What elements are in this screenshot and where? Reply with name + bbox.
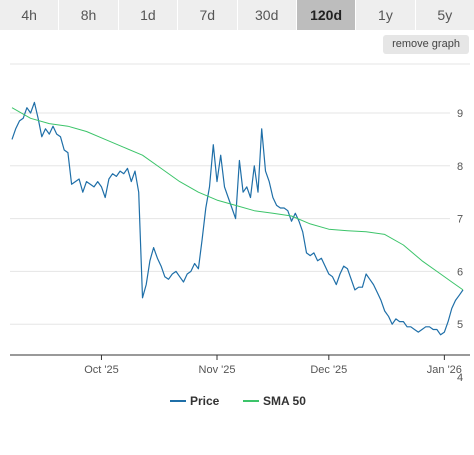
y-tick-label: 9 — [457, 108, 463, 120]
tab-4h[interactable]: 4h — [0, 0, 60, 30]
legend-label: Price — [190, 394, 220, 408]
tab-8h[interactable]: 8h — [59, 0, 119, 30]
x-tick-label: Nov '25 — [199, 364, 236, 376]
y-tick-label: 8 — [457, 161, 463, 173]
y-tick-label: 5 — [457, 319, 463, 331]
tab-30d[interactable]: 30d — [237, 0, 297, 30]
tab-1d[interactable]: 1d — [118, 0, 179, 30]
tab-1y[interactable]: 1y — [356, 0, 416, 30]
legend: Price SMA 50 — [170, 394, 306, 408]
x-tick-label: Oct '25 — [84, 364, 119, 376]
legend-label: SMA 50 — [263, 394, 306, 408]
series-line-price — [11, 101, 464, 336]
tab-7d[interactable]: 7d — [178, 0, 238, 30]
range-tabs: 4h 8h 1d 7d 30d 120d 1y 5y — [0, 0, 474, 30]
y-tick-label: 6 — [457, 266, 463, 278]
tab-120d[interactable]: 120d — [296, 0, 357, 30]
series-line-sma-50 — [11, 107, 464, 291]
x-tick-label: Dec '25 — [310, 364, 347, 376]
y-tick-label: 4 — [457, 372, 463, 384]
x-tick-label: Jan '26 — [427, 364, 462, 376]
y-tick-label: 7 — [457, 214, 463, 226]
grid — [10, 63, 470, 325]
axes: 4 5 6 7 8 9 Oct '25 Nov '25 Dec '25 Jan '26 — [10, 108, 470, 384]
tab-5y[interactable]: 5y — [415, 0, 474, 30]
series-layer — [11, 101, 464, 336]
remove-graph-button[interactable]: remove graph — [383, 35, 469, 54]
